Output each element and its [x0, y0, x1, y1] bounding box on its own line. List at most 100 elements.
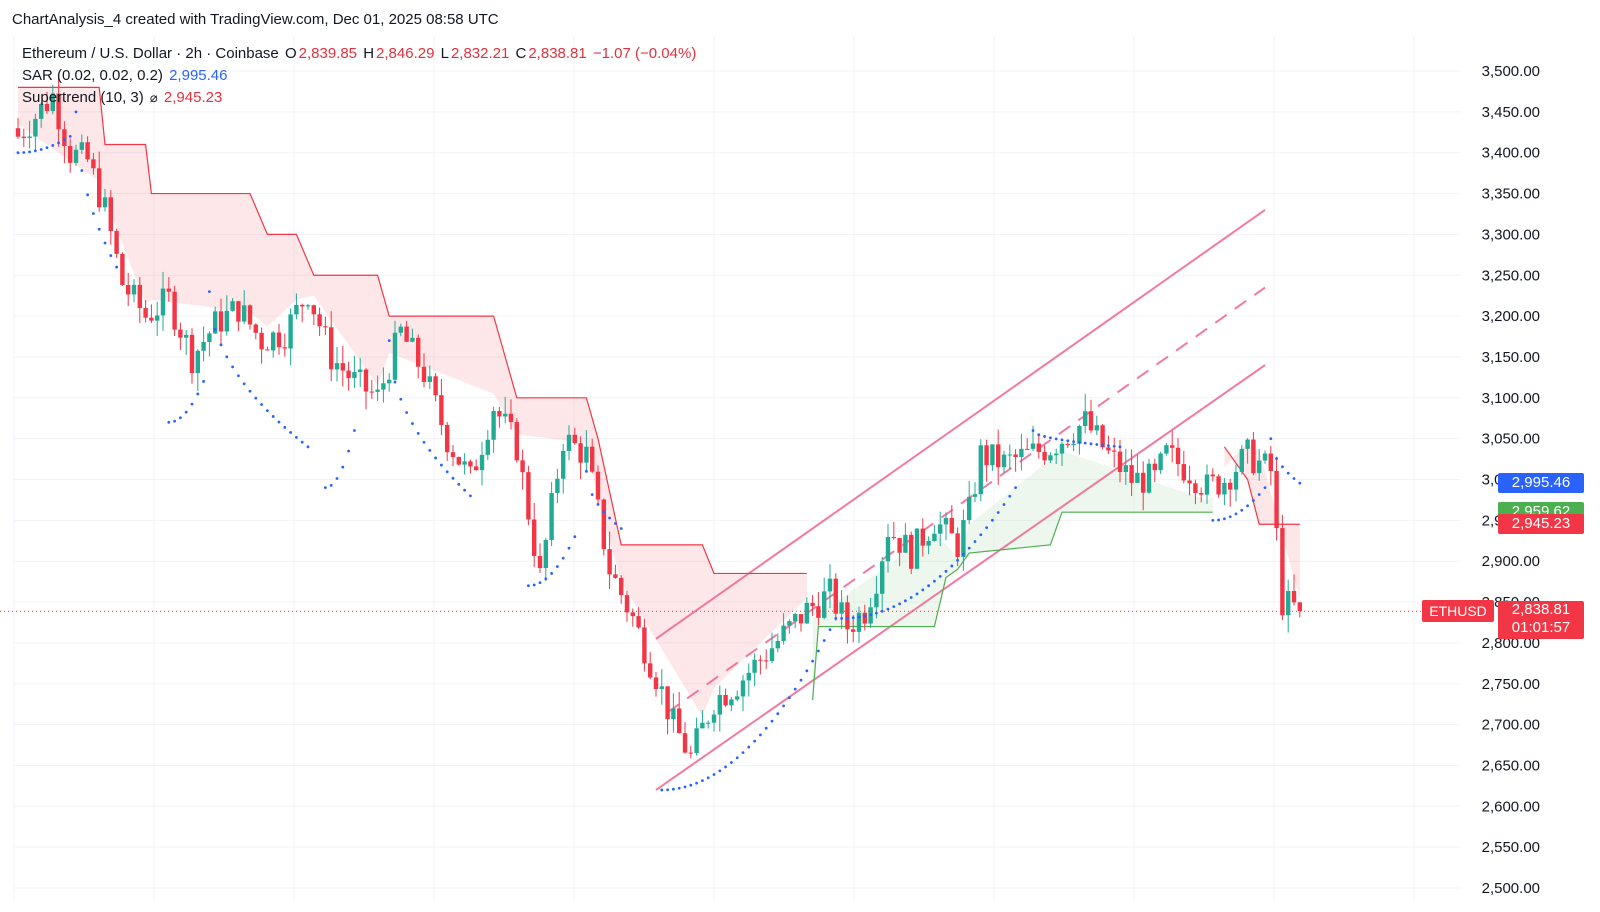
- sar-dot: [770, 719, 774, 723]
- sar-dot: [1281, 465, 1284, 469]
- sar-dot: [445, 470, 449, 474]
- sar-dot: [811, 659, 814, 663]
- candle-body: [711, 714, 717, 723]
- candle-body: [903, 534, 908, 553]
- candle-body: [926, 540, 931, 546]
- candle-body: [1123, 465, 1128, 472]
- sar-dot: [1060, 438, 1064, 442]
- sar-dot: [741, 751, 745, 754]
- candle-body: [39, 103, 44, 119]
- hidden-eye-icon[interactable]: ⌀: [149, 90, 158, 105]
- sar-dot: [724, 765, 727, 769]
- sar-dot: [683, 785, 687, 789]
- candles: [15, 76, 1302, 759]
- candle-body: [648, 663, 653, 678]
- sar-dot: [103, 241, 107, 245]
- candle-body: [682, 733, 688, 753]
- candle-body: [688, 752, 693, 754]
- sar-dot: [747, 745, 751, 749]
- candle-body: [1228, 482, 1233, 490]
- candle-body: [636, 616, 641, 628]
- sar-dot: [416, 431, 420, 435]
- candle-body: [555, 478, 560, 494]
- legend-supertrend[interactable]: Supertrend (10, 3) ⌀ 2,945.23: [22, 89, 223, 106]
- candle-body: [584, 446, 589, 463]
- candle-body: [914, 528, 920, 569]
- sar-dot: [300, 440, 304, 444]
- candle-body: [27, 136, 32, 138]
- sar-dot: [16, 151, 20, 155]
- sar-dot: [1107, 444, 1110, 448]
- sar-price-tag: 2,995.46: [1498, 473, 1584, 494]
- sar-dot: [1002, 503, 1006, 506]
- candle-body: [85, 142, 90, 160]
- candle-body: [938, 524, 943, 534]
- candle-body: [735, 696, 740, 700]
- last-price-tag: 2,838.81 01:01:57: [1498, 601, 1584, 640]
- sar-dot: [712, 773, 716, 776]
- axis-tick-label: 3,150.00: [1482, 349, 1540, 366]
- axis-tick-label: 3,350.00: [1482, 186, 1540, 203]
- candle-body: [1059, 443, 1065, 454]
- candle-body: [1129, 465, 1134, 483]
- sar-dot: [869, 613, 872, 617]
- candle-body: [833, 578, 838, 614]
- candle-body: [624, 595, 630, 613]
- sar-dot: [51, 144, 55, 147]
- sar-dot: [86, 193, 89, 197]
- candle-body: [503, 413, 508, 417]
- candle-body: [201, 342, 206, 351]
- candle-body: [21, 136, 26, 138]
- sar-dot: [1234, 512, 1238, 516]
- sar-dot: [457, 482, 461, 486]
- candle-body: [572, 434, 577, 444]
- sar-dot: [805, 669, 809, 673]
- sar-dot: [190, 402, 194, 406]
- candle-body: [369, 391, 374, 393]
- candle-body: [334, 363, 340, 370]
- sar-dot: [1083, 441, 1087, 445]
- sar-dot: [242, 382, 246, 386]
- candle-body: [677, 708, 682, 734]
- candle-body: [114, 231, 119, 254]
- sar-dot: [788, 696, 791, 700]
- price-axis: 3,500.00 3,450.00 3,400.00 3,350.00 3,300.00…: [1482, 63, 1540, 897]
- sar-dot: [451, 476, 455, 480]
- candle-body: [955, 533, 960, 557]
- axis-tick-label: 2,700.00: [1482, 717, 1540, 734]
- candle-body: [160, 288, 166, 316]
- candle-body: [456, 457, 461, 465]
- sar-dot: [996, 511, 1000, 514]
- sar-dot: [1292, 477, 1296, 480]
- candle-body: [787, 621, 792, 626]
- candle-body: [1036, 443, 1041, 452]
- sar-dot: [271, 415, 275, 418]
- candle-body: [816, 606, 821, 618]
- sar-dot: [208, 290, 211, 293]
- sar-dot: [213, 327, 217, 331]
- axis-tick-label: 3,500.00: [1482, 63, 1540, 80]
- sar-dot: [730, 761, 733, 764]
- sar-dot: [74, 110, 78, 114]
- candle-body: [723, 694, 728, 706]
- candle-body: [885, 537, 891, 562]
- sar-dot: [585, 469, 588, 473]
- candle-body: [1152, 463, 1157, 471]
- candle-body: [253, 324, 258, 333]
- candle-body: [421, 366, 427, 383]
- sar-dot: [306, 445, 310, 449]
- sar-dot: [1043, 435, 1046, 438]
- sar-dot: [892, 605, 896, 609]
- sar-dot: [28, 150, 31, 154]
- sar-dot: [898, 602, 901, 606]
- sar-dot: [1037, 433, 1041, 437]
- candle-body: [561, 450, 566, 479]
- candle-body: [601, 499, 606, 550]
- candle-body: [717, 694, 722, 715]
- supertrend-down-price-tag: 2,945.23: [1498, 514, 1584, 535]
- candle-body: [1100, 425, 1105, 448]
- candle-body: [781, 625, 786, 641]
- axis-tick-label: 2,500.00: [1482, 880, 1540, 897]
- legend-sar[interactable]: SAR (0.02, 0.02, 0.2) 2,995.46: [22, 67, 228, 84]
